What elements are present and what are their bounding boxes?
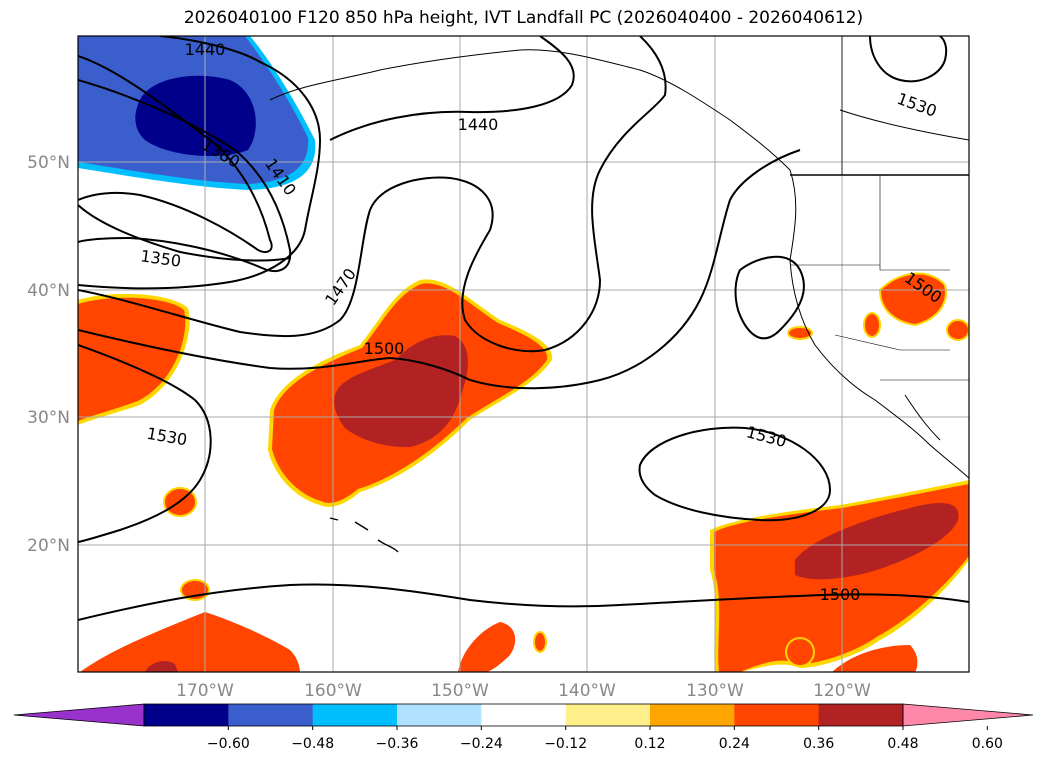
contour-1440-south [78, 229, 306, 290]
contour-1410 [78, 79, 292, 272]
ivt-pos-south-right [832, 645, 918, 672]
graticule [78, 36, 969, 672]
colorbar-swatch [397, 704, 482, 726]
contour-1380 [78, 55, 273, 253]
colorbar: −0.60 −0.48 −0.36 −0.24 −0.12 0.12 0.24 0.36 0.4… [13, 703, 1034, 752]
contour-california-low [734, 255, 805, 340]
colorbar-tick-label: 0.36 [803, 736, 834, 752]
ivt-negative-region [78, 36, 316, 190]
ivt-pos-south-left [80, 612, 300, 672]
lat-label-50n: 50°N [27, 153, 70, 173]
alaska-coast [269, 49, 791, 171]
colorbar-tick-label: −0.36 [376, 736, 419, 752]
ivt-pos-south-mid [458, 622, 516, 672]
colorbar-swatch [734, 704, 820, 726]
ivt-pos-strong-se [795, 503, 959, 580]
ivt-pos-small-6 [863, 312, 881, 338]
contour-1470 [78, 36, 667, 353]
colorbar-ticks: −0.60 −0.48 −0.36 −0.24 −0.12 0.12 0.24 0.36 0.4… [207, 726, 1003, 752]
state-border-3 [834, 334, 950, 351]
colorbar-tick-label: 0.60 [972, 736, 1003, 752]
baja-california [904, 394, 941, 441]
colorbar-extend-high [902, 703, 1034, 727]
colorbar-swatch [650, 704, 735, 726]
colorbar-tick-label: 0.12 [634, 736, 665, 752]
ivt-pos-left [78, 297, 186, 421]
lon-label-130w: 130°W [686, 681, 744, 701]
colorbar-extend-low [13, 703, 145, 727]
colorbar-tick-label: −0.24 [460, 736, 503, 752]
ivt-pos-small-3 [533, 631, 547, 653]
ivt-pos-strong-central [334, 335, 468, 448]
contour-label-1500-south: 1500 [820, 585, 861, 604]
map-frame [77, 35, 970, 673]
colorbar-swatch [144, 704, 229, 726]
ivt-pos-small-5 [946, 319, 969, 341]
colorbar-tick-label: −0.60 [207, 736, 250, 752]
ivt-neg-strong [135, 75, 256, 156]
contour-1530-center [638, 426, 832, 522]
lat-label-20n: 20°N [27, 536, 70, 556]
coastlines [269, 36, 969, 553]
contour-1440-west [159, 36, 322, 231]
colorbar-swatch [228, 704, 314, 726]
colorbar-tick-label: 0.24 [719, 736, 750, 752]
canada-border [839, 109, 969, 141]
contour-1530-ne [869, 36, 948, 83]
lat-label-40n: 40°N [27, 281, 70, 301]
ivt-pos-california [878, 272, 947, 327]
ivt-pos-small-7 [785, 637, 815, 667]
page-title: 2026040100 F120 850 hPa height, IVT Land… [183, 8, 864, 28]
contour-label-1440-nw: 1440 [185, 40, 226, 59]
contour-1440-east [329, 36, 575, 141]
colorbar-tick-label: −0.12 [544, 736, 587, 752]
lon-label-160w: 160°W [304, 681, 362, 701]
longitude-labels: 170°W 160°W 150°W 140°W 130°W 120°W [176, 681, 871, 701]
latitude-labels: 50°N 40°N 30°N 20°N [27, 153, 70, 556]
contour-label-1440: 1440 [458, 115, 499, 134]
lon-label-120w: 120°W [813, 681, 871, 701]
hawaii-islands [329, 517, 399, 553]
colorbar-swatch [818, 704, 904, 726]
colorbar-swatches [13, 703, 1034, 727]
lat-label-30n: 30°N [27, 408, 70, 428]
state-border-1 [879, 175, 950, 271]
ivt-pos-strong-south-left [145, 661, 178, 672]
lon-label-150w: 150°W [431, 681, 489, 701]
contour-label-1500-central: 1500 [364, 339, 405, 358]
height-contours [78, 36, 969, 621]
map-area: 1440 1380 1410 1440 1350 1470 1500 1530 … [78, 36, 969, 672]
colorbar-frame [143, 703, 904, 727]
colorbar-swatch [312, 704, 398, 726]
contour-1500-north [78, 149, 801, 390]
lon-label-140w: 140°W [558, 681, 616, 701]
lon-label-170w: 170°W [176, 681, 234, 701]
contour-1530-west [78, 344, 212, 543]
ivt-pos-small-4 [787, 326, 813, 340]
colorbar-swatch [481, 704, 567, 726]
colorbar-swatch [565, 704, 651, 726]
contour-1350 [78, 204, 291, 262]
colorbar-tick-label: 0.48 [887, 736, 918, 752]
west-coast-na [789, 169, 969, 479]
colorbar-tick-label: −0.48 [291, 736, 334, 752]
contour-1500-south [78, 583, 969, 621]
